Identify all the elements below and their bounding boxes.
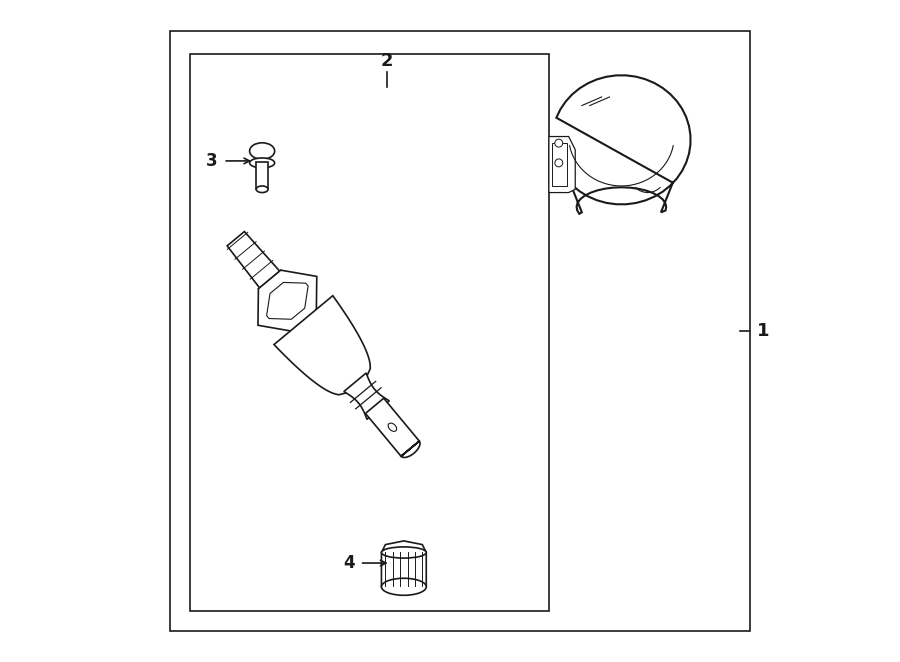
Polygon shape <box>549 136 575 193</box>
Bar <box>190 54 549 611</box>
Text: 3: 3 <box>206 152 218 170</box>
Polygon shape <box>401 441 420 457</box>
Ellipse shape <box>249 143 274 160</box>
Bar <box>553 143 567 186</box>
Ellipse shape <box>554 139 562 147</box>
Polygon shape <box>256 162 268 189</box>
Text: 2: 2 <box>381 52 393 70</box>
Polygon shape <box>274 296 370 395</box>
Polygon shape <box>266 283 308 319</box>
Polygon shape <box>344 373 390 419</box>
Ellipse shape <box>554 159 562 167</box>
Polygon shape <box>556 75 690 214</box>
Polygon shape <box>258 270 317 332</box>
Polygon shape <box>227 232 282 290</box>
Ellipse shape <box>388 423 397 432</box>
Bar <box>170 31 750 631</box>
Polygon shape <box>382 541 427 587</box>
Ellipse shape <box>382 579 427 595</box>
Text: 1: 1 <box>757 322 769 340</box>
Text: 4: 4 <box>343 554 355 572</box>
Ellipse shape <box>249 158 274 168</box>
Ellipse shape <box>256 186 268 193</box>
Ellipse shape <box>382 547 427 558</box>
Polygon shape <box>365 399 419 456</box>
